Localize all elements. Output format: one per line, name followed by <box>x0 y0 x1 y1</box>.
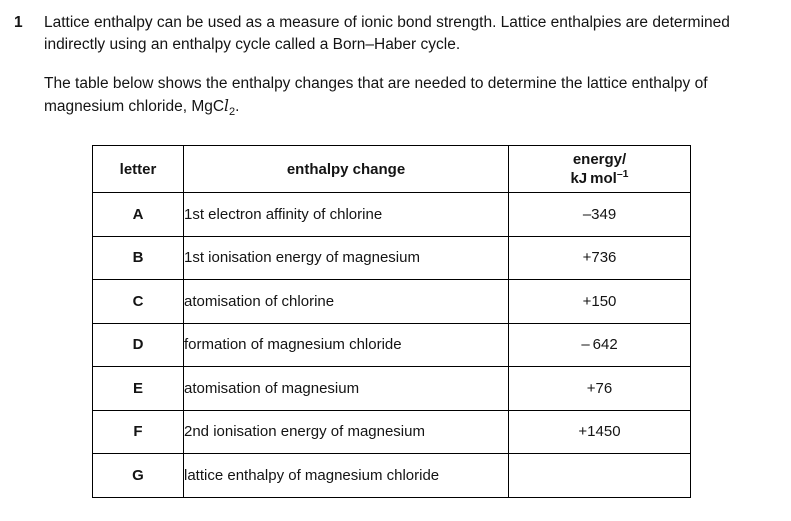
row-energy-value: +1450 <box>508 409 691 454</box>
col-header-enthalpy-change: enthalpy change <box>183 145 509 193</box>
intro-paragraph: Lattice enthalpy can be used as a measur… <box>44 12 767 56</box>
row-energy-value: –349 <box>508 192 691 237</box>
row-enthalpy-change: atomisation of magnesium <box>183 366 509 411</box>
row-enthalpy-change: lattice enthalpy of magnesium chloride <box>183 453 509 498</box>
table-row: C atomisation of chlorine +150 <box>92 279 691 324</box>
table-intro-line-1: The table below shows the enthalpy chang… <box>44 75 708 92</box>
question-text: Lattice enthalpy can be used as a measur… <box>44 12 767 118</box>
row-enthalpy-change: 1st electron affinity of chlorine <box>183 192 509 237</box>
row-energy-value: – 642 <box>508 322 691 367</box>
row-energy-value: +76 <box>508 366 691 411</box>
row-letter: D <box>92 322 184 367</box>
question-block: 1 Lattice enthalpy can be used as a meas… <box>0 0 791 118</box>
formula-prefix: magnesium chloride, MgC <box>44 98 225 115</box>
table-intro-line-2: magnesium chloride, MgCl2. <box>44 97 240 119</box>
enthalpy-table: letter enthalpy change energy/kJ mol–1 A… <box>92 145 691 498</box>
table-intro-paragraph: The table below shows the enthalpy chang… <box>44 73 767 118</box>
energy-unit-line-2: kJ mol <box>570 170 617 187</box>
row-energy-value: +736 <box>508 235 691 280</box>
question-number: 1 <box>14 14 23 31</box>
enthalpy-table-body: A 1st electron affinity of chlorine –349… <box>92 192 691 498</box>
table-row: G lattice enthalpy of magnesium chloride <box>92 453 691 498</box>
row-enthalpy-change: 2nd ionisation energy of magnesium <box>183 409 509 454</box>
row-energy-value: +150 <box>508 279 691 324</box>
formula-italic-l: l <box>224 97 230 115</box>
row-letter: F <box>92 409 184 454</box>
energy-unit-line-1: energy/ <box>572 151 627 168</box>
formula-suffix: . <box>235 98 240 115</box>
table-row: F 2nd ionisation energy of magnesium +14… <box>92 409 691 454</box>
row-enthalpy-change: atomisation of chlorine <box>183 279 509 324</box>
energy-unit-superscript: –1 <box>616 168 629 180</box>
col-header-letter: letter <box>92 145 184 193</box>
row-letter: B <box>92 235 184 280</box>
row-enthalpy-change: 1st ionisation energy of magnesium <box>183 235 509 280</box>
row-energy-value <box>508 453 691 498</box>
enthalpy-table-header: letter enthalpy change energy/kJ mol–1 <box>92 145 691 193</box>
table-row: A 1st electron affinity of chlorine –349 <box>92 192 691 237</box>
intro-line-2: indirectly using an enthalpy cycle calle… <box>44 36 461 53</box>
table-row: D formation of magnesium chloride – 642 <box>92 322 691 367</box>
header-row: letter enthalpy change energy/kJ mol–1 <box>92 145 691 193</box>
row-letter: C <box>92 279 184 324</box>
intro-line-1: Lattice enthalpy can be used as a measur… <box>44 14 730 31</box>
table-row: B 1st ionisation energy of magnesium +73… <box>92 235 691 280</box>
row-letter: G <box>92 453 184 498</box>
formula-subscript: 2 <box>229 106 236 119</box>
col-header-energy: energy/kJ mol–1 <box>508 145 691 193</box>
row-letter: E <box>92 366 184 411</box>
table-row: E atomisation of magnesium +76 <box>92 366 691 411</box>
row-letter: A <box>92 192 184 237</box>
row-enthalpy-change: formation of magnesium chloride <box>183 322 509 367</box>
